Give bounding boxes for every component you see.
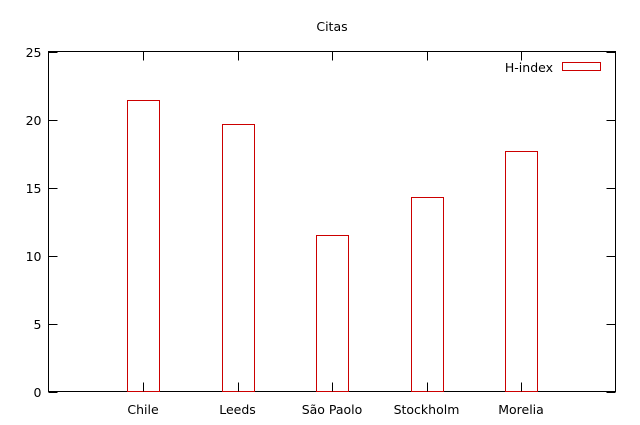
- x-tick-label: Stockholm: [394, 402, 460, 417]
- bars: [127, 100, 538, 392]
- bar: [505, 151, 538, 392]
- bar: [127, 100, 160, 392]
- x-tick-label: Leeds: [219, 402, 256, 417]
- bar: [411, 197, 444, 392]
- y-tick-label: 10: [26, 249, 42, 264]
- x-axis: Chile Leeds São Paolo Stockholm Morelia: [127, 51, 544, 417]
- y-tick-label: 15: [26, 181, 42, 196]
- legend-swatch: [562, 62, 601, 71]
- legend-label: H-index: [505, 60, 553, 75]
- plot-frame: [48, 51, 616, 392]
- x-tick-label: São Paolo: [302, 402, 363, 417]
- chart-title: Citas: [316, 19, 347, 34]
- x-tick-label: Morelia: [498, 402, 544, 417]
- y-tick-label: 25: [26, 45, 42, 60]
- y-tick-label: 20: [26, 113, 42, 128]
- y-axis: 0 5 10 15 20 25: [26, 45, 616, 400]
- y-tick-label: 5: [34, 317, 42, 332]
- bar: [316, 235, 349, 392]
- bar: [222, 124, 255, 392]
- x-tick-label: Chile: [127, 402, 159, 417]
- legend: H-index: [505, 60, 601, 75]
- y-tick-label: 0: [34, 385, 42, 400]
